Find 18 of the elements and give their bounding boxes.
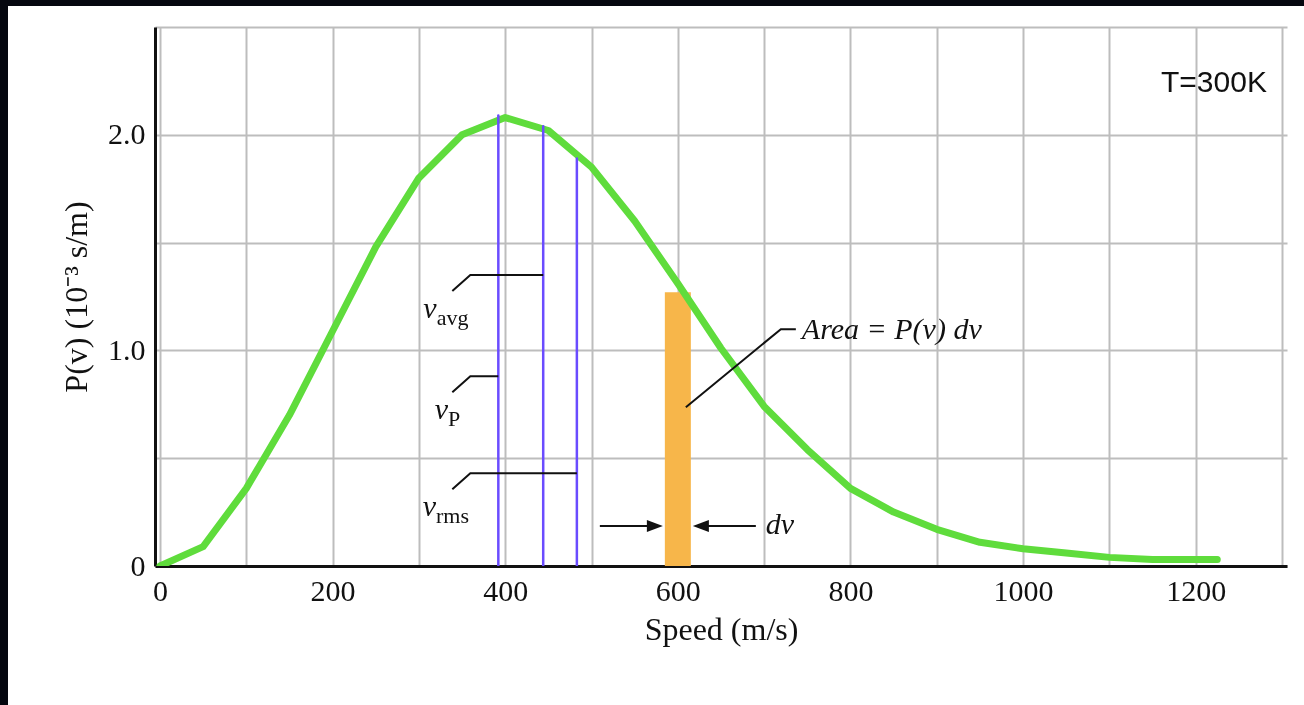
annotation: Area = P(v) dv xyxy=(801,312,982,346)
annotation: v$_{P}$ xyxy=(434,392,461,432)
x-tick-label: 0 xyxy=(153,573,168,607)
x-axis-title: Speed (m/s) xyxy=(644,610,799,647)
x-tick-label: 200 xyxy=(310,573,356,607)
y-tick-label: 1.0 xyxy=(108,332,146,366)
x-tick-label: 800 xyxy=(828,573,874,607)
annotation: dv xyxy=(765,507,795,540)
y-tick-label: 2.0 xyxy=(108,117,146,151)
annotation: T=300K xyxy=(1161,65,1267,98)
annotation: v$_{rms}$ xyxy=(422,489,470,529)
x-tick-label: 1200 xyxy=(1166,573,1227,607)
x-tick-label: 600 xyxy=(655,573,701,607)
annotation: v$_{avg}$ xyxy=(423,290,469,330)
y-axis-title: P(v) (10⁻³ s/m) xyxy=(58,201,94,393)
x-tick-label: 400 xyxy=(483,573,529,607)
y-tick-label: 0 xyxy=(130,548,146,582)
x-tick-label: 1000 xyxy=(993,573,1054,607)
